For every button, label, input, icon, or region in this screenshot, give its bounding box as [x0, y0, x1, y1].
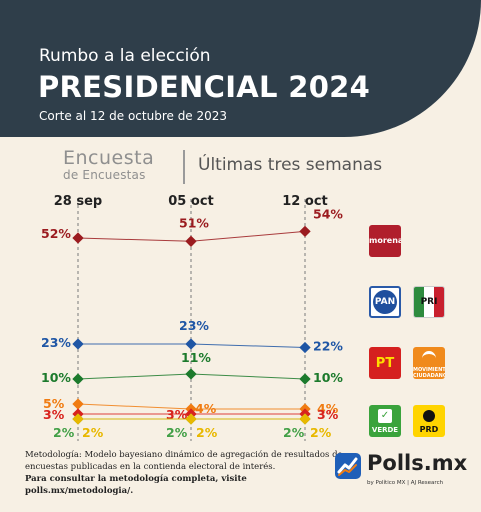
- data-label-pri: 10%: [41, 370, 71, 385]
- pt-logo: PT: [369, 347, 401, 379]
- data-label-prd: 2%: [310, 425, 332, 440]
- x-tick-label: 28 sep: [54, 194, 102, 209]
- data-label-pt: 3%: [43, 407, 65, 422]
- point-morena: [185, 235, 197, 247]
- data-label-pt: 3%: [166, 407, 188, 422]
- pri-logo-text: PRI: [420, 297, 438, 307]
- data-label-mc: 5%: [43, 396, 65, 411]
- point-pan: [299, 341, 311, 354]
- subheader-divider: [183, 150, 185, 184]
- methodology-text: Metodología: Modelo bayesiano dinámico d…: [25, 450, 343, 472]
- pan-logo-text: PAN: [373, 290, 397, 314]
- data-label-mc: 4%: [195, 401, 217, 416]
- header-banner: Rumbo a la elección PRESIDENCIAL 2024 Co…: [0, 0, 481, 137]
- sun-icon: [423, 410, 435, 422]
- data-label-pvem: 2%: [53, 425, 75, 440]
- polls-mx-brand: Polls.mx by Político MX | AJ Research: [335, 451, 475, 497]
- prd-logo: PRD: [413, 405, 445, 437]
- data-label-pan: 22%: [313, 339, 343, 354]
- morena-logo-text: morena: [369, 236, 401, 245]
- data-label-pan: 23%: [179, 318, 209, 333]
- x-tick-label: 12 oct: [282, 194, 327, 209]
- point-morena: [299, 225, 311, 238]
- x-tick-label: 05 oct: [168, 194, 213, 209]
- data-label-pvem: 2%: [166, 425, 188, 440]
- point-pri: [72, 373, 84, 385]
- data-label-mc: 4%: [317, 401, 339, 416]
- toucan-icon: ✓: [378, 409, 392, 423]
- verde-logo: ✓ VERDE: [369, 405, 401, 437]
- point-pan: [185, 338, 197, 350]
- data-label-morena: 54%: [313, 206, 343, 221]
- header-title: PRESIDENCIAL 2024: [38, 70, 371, 104]
- verde-logo-text: VERDE: [371, 426, 399, 434]
- data-label-morena: 51%: [179, 215, 209, 230]
- header-kicker: Rumbo a la elección: [39, 46, 211, 66]
- mc-logo-text: MOVIMIENTO CIUDADANO: [413, 367, 445, 379]
- data-label-prd: 2%: [196, 425, 218, 440]
- prd-logo-text: PRD: [419, 425, 439, 434]
- pan-logo: PAN: [369, 286, 401, 318]
- methodology-link-text: Para consultar la metodología completa, …: [25, 474, 247, 496]
- point-pri: [185, 368, 197, 380]
- data-label-prd: 2%: [82, 425, 104, 440]
- point-pri: [299, 373, 311, 385]
- point-morena: [72, 232, 84, 244]
- header-date: Corte al 12 de octubre de 2023: [39, 109, 228, 123]
- point-pan: [72, 338, 84, 350]
- point-prd: [185, 413, 197, 425]
- data-label-pt: 3%: [317, 407, 339, 422]
- data-label-morena: 52%: [41, 226, 71, 241]
- polls-mx-name: Polls.mx: [367, 451, 468, 475]
- polls-mx-chart-icon: [335, 453, 361, 479]
- pri-logo: PRI: [413, 286, 445, 318]
- pt-logo-text: PT: [375, 356, 395, 371]
- encuesta-brand-line2: de Encuestas: [63, 168, 146, 182]
- morena-logo: morena: [369, 225, 401, 257]
- methodology-note: Metodología: Modelo bayesiano dinámico d…: [25, 449, 345, 497]
- point-prd: [299, 413, 311, 425]
- point-mc: [72, 398, 84, 410]
- encuesta-brand-line1: Encuesta: [63, 147, 155, 169]
- period-label: Últimas tres semanas: [198, 155, 383, 175]
- data-label-pan: 23%: [41, 335, 71, 350]
- eagle-icon: [422, 351, 436, 366]
- polls-mx-byline: by Político MX | AJ Research: [367, 480, 444, 486]
- data-label-pri: 11%: [181, 350, 211, 365]
- mc-logo: MOVIMIENTO CIUDADANO: [413, 347, 445, 379]
- data-label-pvem: 2%: [283, 425, 305, 440]
- data-label-pri: 10%: [313, 370, 343, 385]
